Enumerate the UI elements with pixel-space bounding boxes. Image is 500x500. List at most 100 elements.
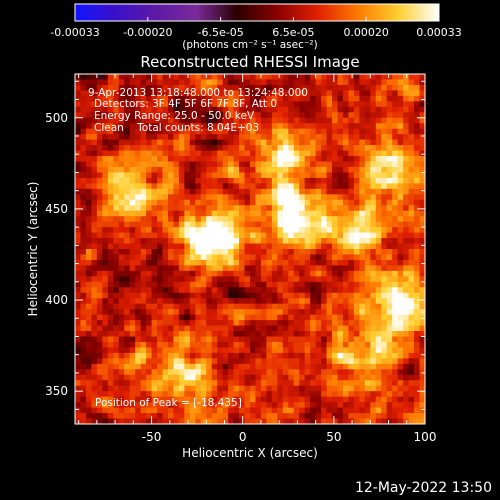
heatmap-cell xyxy=(419,150,426,157)
heatmap-cell xyxy=(315,402,322,408)
heatmap-cell xyxy=(102,90,109,97)
heatmap-cell xyxy=(310,281,317,288)
heatmap-cell xyxy=(124,227,131,233)
heatmap-cell xyxy=(206,254,213,261)
heatmap-cell xyxy=(80,123,87,130)
heatmap-cell xyxy=(75,336,81,343)
heatmap-cell xyxy=(255,101,262,108)
heatmap-cell xyxy=(80,183,87,190)
heatmap-cell xyxy=(113,303,120,310)
heatmap-cell xyxy=(304,259,311,266)
heatmap-cell xyxy=(107,309,114,316)
heatmap-cell xyxy=(228,402,234,408)
heatmap-cell xyxy=(244,210,251,217)
heatmap-cell xyxy=(146,161,152,168)
heatmap-cell xyxy=(408,336,415,343)
heatmap-cell xyxy=(189,287,196,294)
heatmap-cell xyxy=(195,205,202,212)
heatmap-cell xyxy=(239,95,245,102)
heatmap-cell xyxy=(381,331,388,337)
heatmap-cell xyxy=(370,358,377,365)
heatmap-cell xyxy=(299,249,306,255)
heatmap-cell xyxy=(310,396,317,403)
heatmap-cell xyxy=(266,199,273,206)
heatmap-cell xyxy=(277,249,284,255)
heatmap-cell xyxy=(222,407,229,414)
heatmap-cell xyxy=(184,391,191,398)
heatmap-cell xyxy=(359,341,366,348)
heatmap-cell xyxy=(200,320,207,326)
heatmap-cell xyxy=(178,341,185,348)
heatmap-cell xyxy=(397,418,404,425)
heatmap-cell xyxy=(135,309,142,316)
heatmap-cell xyxy=(239,112,245,119)
heatmap-cell xyxy=(173,303,180,310)
heatmap-cell xyxy=(233,391,240,398)
heatmap-cell xyxy=(85,183,92,190)
heatmap-cell xyxy=(239,320,245,326)
heatmap-cell xyxy=(326,281,333,288)
heatmap-cell xyxy=(244,188,251,195)
heatmap-cell xyxy=(184,325,191,332)
heatmap-cell xyxy=(277,156,284,162)
heatmap-cell xyxy=(321,90,327,97)
heatmap-cell xyxy=(288,156,295,162)
heatmap-cell xyxy=(146,325,152,332)
heatmap-cell xyxy=(233,134,240,141)
heatmap-cell xyxy=(310,221,317,228)
heatmap-cell xyxy=(96,74,103,80)
heatmap-cell xyxy=(293,156,300,162)
heatmap-cell xyxy=(419,391,426,398)
heatmap-cell xyxy=(250,139,256,146)
heatmap-cell xyxy=(419,221,426,228)
heatmap-cell xyxy=(282,341,289,348)
heatmap-cell xyxy=(135,117,142,124)
heatmap-cell xyxy=(96,128,103,135)
heatmap-cell xyxy=(206,331,213,337)
heatmap-cell xyxy=(102,407,109,414)
heatmap-cell xyxy=(184,139,191,146)
heatmap-cell xyxy=(178,374,185,381)
heatmap-cell xyxy=(118,150,125,157)
heatmap-cell xyxy=(310,358,317,365)
heatmap-cell xyxy=(332,281,338,288)
heatmap-cell xyxy=(113,336,120,343)
heatmap-cell xyxy=(211,156,218,162)
heatmap-cell xyxy=(206,194,213,201)
heatmap-cell xyxy=(392,320,399,326)
heatmap-cell xyxy=(195,396,202,403)
heatmap-cell xyxy=(271,194,278,201)
heatmap-cell xyxy=(370,177,377,184)
heatmap-cell xyxy=(370,369,377,376)
heatmap-cell xyxy=(370,128,377,135)
heatmap-cell xyxy=(206,172,213,179)
heatmap-cell xyxy=(299,298,306,305)
heatmap-cell xyxy=(282,232,289,239)
heatmap-cell xyxy=(113,369,120,376)
heatmap-cell xyxy=(293,352,300,359)
heatmap-cell xyxy=(91,112,98,119)
heatmap-cell xyxy=(381,139,388,146)
heatmap-cell xyxy=(359,238,366,244)
heatmap-cell xyxy=(151,117,158,124)
heatmap-cell xyxy=(321,117,327,124)
heatmap-cell xyxy=(228,123,234,130)
heatmap-cell xyxy=(157,205,163,212)
heatmap-cell xyxy=(151,249,158,255)
heatmap-cell xyxy=(113,407,120,414)
heatmap-cell xyxy=(260,84,267,91)
heatmap-cell xyxy=(211,227,218,233)
heatmap-cell xyxy=(189,134,196,141)
heatmap-cell xyxy=(403,276,409,283)
heatmap-cell xyxy=(167,101,174,108)
heatmap-cell xyxy=(277,117,284,124)
heatmap-cell xyxy=(310,150,317,157)
heatmap-cell xyxy=(80,407,87,414)
heatmap-cell xyxy=(157,128,163,135)
heatmap-cell xyxy=(222,172,229,179)
heatmap-cell xyxy=(96,216,103,223)
heatmap-cell xyxy=(124,177,131,184)
heatmap-cell xyxy=(107,139,114,146)
heatmap-cell xyxy=(178,117,185,124)
heatmap-cell xyxy=(392,139,399,146)
